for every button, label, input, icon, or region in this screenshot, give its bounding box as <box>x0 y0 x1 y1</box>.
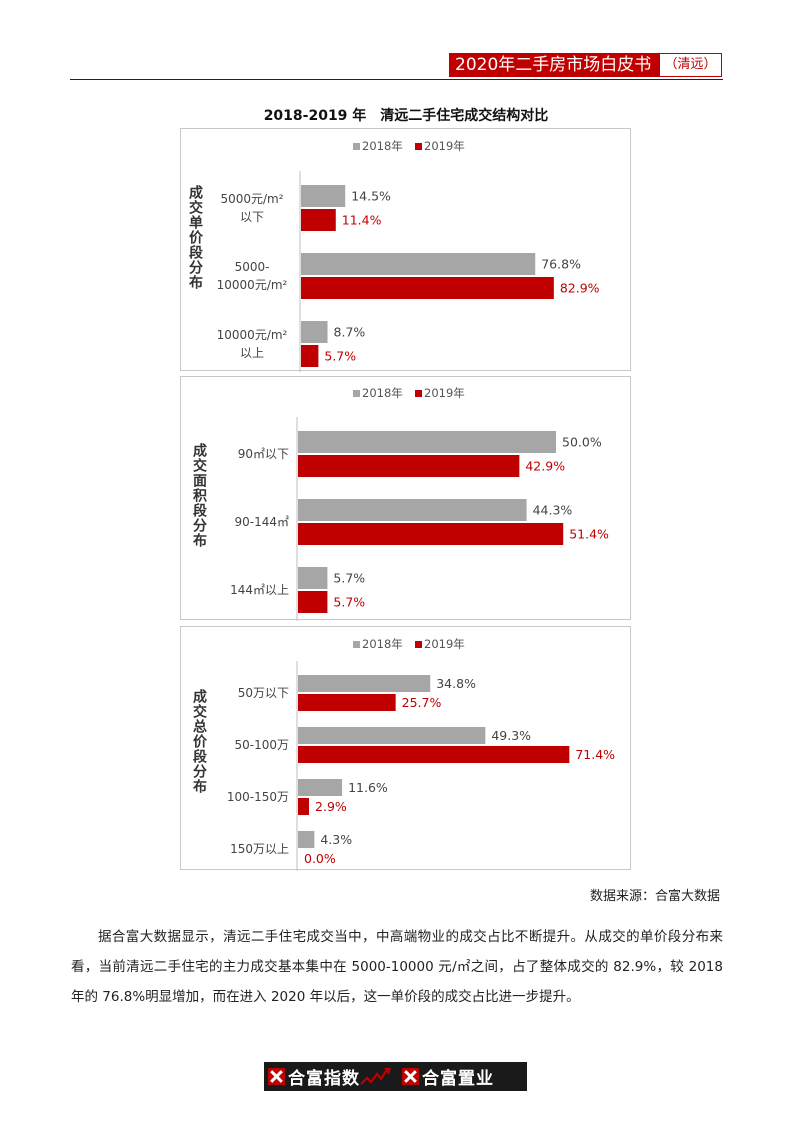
header-title: 2020年二手房市场白皮书 <box>450 54 660 76</box>
chart-unit-price: 2018年 2019年成交单价段分布 5000元/m² 以下 14.5% 11.4% 500… <box>180 128 631 372</box>
category-label: 10000元/m² <box>217 278 288 292</box>
data-label-2019: 11.4% <box>342 213 382 228</box>
data-label-2018: 14.5% <box>351 189 391 204</box>
bar-2019 <box>301 345 319 367</box>
category-label: 以上 <box>240 346 264 360</box>
legend-swatch-2018 <box>353 143 360 150</box>
legend-swatch-2019 <box>415 390 422 397</box>
bar-2018 <box>301 185 346 207</box>
bar-2018 <box>298 727 486 744</box>
bar-2019 <box>298 591 328 613</box>
data-label-2018: 76.8% <box>541 257 581 272</box>
data-label-2018: 4.3% <box>320 832 352 847</box>
chart-total-price: 2018年 2019年成交总价段分布 50万以下 34.8% 25.7% 50-100万 4… <box>180 626 631 871</box>
category-label: 144㎡以上 <box>230 583 289 597</box>
category-label: 150万以上 <box>230 842 289 856</box>
data-label-2018: 50.0% <box>562 435 602 450</box>
bar-2019 <box>298 523 564 545</box>
bar-2018 <box>298 831 315 848</box>
bar-2019 <box>301 209 336 231</box>
category-label: 90㎡以下 <box>238 447 289 461</box>
chart-legend: 2018年 2019年 <box>353 139 465 153</box>
trend-arrow-icon <box>360 1067 391 1085</box>
axis-title: 成交面积段分布 <box>191 442 207 548</box>
data-label-2018: 34.8% <box>436 676 476 691</box>
data-label-2019: 2.9% <box>315 799 347 814</box>
data-source: 数据来源：合富大数据 <box>589 889 720 904</box>
data-label-2019: 25.7% <box>402 695 442 710</box>
header-city: （清远） <box>664 57 717 72</box>
data-label-2018: 5.7% <box>333 571 365 586</box>
category-label: 10000元/m² <box>217 328 288 342</box>
legend-swatch-2018 <box>353 641 360 648</box>
data-label-2019: 5.7% <box>333 595 365 610</box>
axis-title: 成交单价段分布 <box>187 184 203 290</box>
bar-2018 <box>301 253 536 275</box>
category-label: 50万以下 <box>238 686 289 700</box>
category-label: 90-144㎡ <box>234 515 289 529</box>
legend-label-2019: 2019年 <box>424 637 465 651</box>
bar-2018 <box>301 321 328 343</box>
data-label-2019: 71.4% <box>575 747 615 762</box>
bar-2018 <box>298 779 343 796</box>
data-label-2019: 5.7% <box>324 349 356 364</box>
legend-swatch-2019 <box>415 143 422 150</box>
bar-2018 <box>298 499 527 521</box>
data-label-2019: 51.4% <box>569 527 609 542</box>
data-label-2019: 0.0% <box>304 851 336 866</box>
chart-legend: 2018年 2019年 <box>353 637 465 651</box>
header-rule <box>70 79 723 80</box>
category-label: 5000- <box>235 260 270 274</box>
legend-label-2018: 2018年 <box>362 637 403 651</box>
bar-2018 <box>298 675 431 692</box>
data-label-2018: 11.6% <box>348 780 388 795</box>
chart-area: 2018年 2019年成交面积段分布 90㎡以下 50.0% 42.9% 90-144㎡ 4… <box>180 376 631 621</box>
figure-title: 2018-2019 年 清远二手住宅成交结构对比 <box>263 108 549 124</box>
legend-label-2018: 2018年 <box>362 139 403 153</box>
legend-label-2019: 2019年 <box>424 139 465 153</box>
brand-mark-icon-2 <box>402 1068 419 1085</box>
chart-legend: 2018年 2019年 <box>353 386 465 400</box>
brand-index-text: 合富指数 <box>288 1069 360 1089</box>
data-label-2019: 42.9% <box>525 459 565 474</box>
data-label-2018: 49.3% <box>491 728 531 743</box>
header-tag: 2020年二手房市场白皮书 （清远） <box>449 53 722 77</box>
body-paragraph: 据合富大数据显示，清远二手住宅成交当中，中高端物业的成交占比不断提升。从成交的单… <box>71 929 723 1005</box>
footer-logo: 合富指数 合富置业 <box>264 1062 527 1091</box>
legend-swatch-2018 <box>353 390 360 397</box>
data-label-2019: 82.9% <box>560 281 600 296</box>
category-label: 以下 <box>240 210 264 224</box>
bar-2019 <box>298 798 310 815</box>
category-label: 50-100万 <box>234 738 289 752</box>
data-label-2018: 44.3% <box>533 503 573 518</box>
legend-label-2019: 2019年 <box>424 386 465 400</box>
bar-2019 <box>298 455 520 477</box>
data-label-2018: 8.7% <box>334 325 366 340</box>
category-label: 5000元/m² <box>220 192 283 206</box>
brand-mark-icon <box>268 1068 285 1085</box>
brand-realty-text: 合富置业 <box>422 1069 494 1089</box>
bar-2019 <box>301 277 554 299</box>
bar-2018 <box>298 567 328 589</box>
legend-swatch-2019 <box>415 641 422 648</box>
axis-title: 成交总价段分布 <box>191 688 207 794</box>
legend-label-2018: 2018年 <box>362 386 403 400</box>
category-label: 100-150万 <box>227 790 289 804</box>
bar-2019 <box>298 694 396 711</box>
bar-2018 <box>298 431 556 453</box>
bar-2019 <box>298 746 570 763</box>
